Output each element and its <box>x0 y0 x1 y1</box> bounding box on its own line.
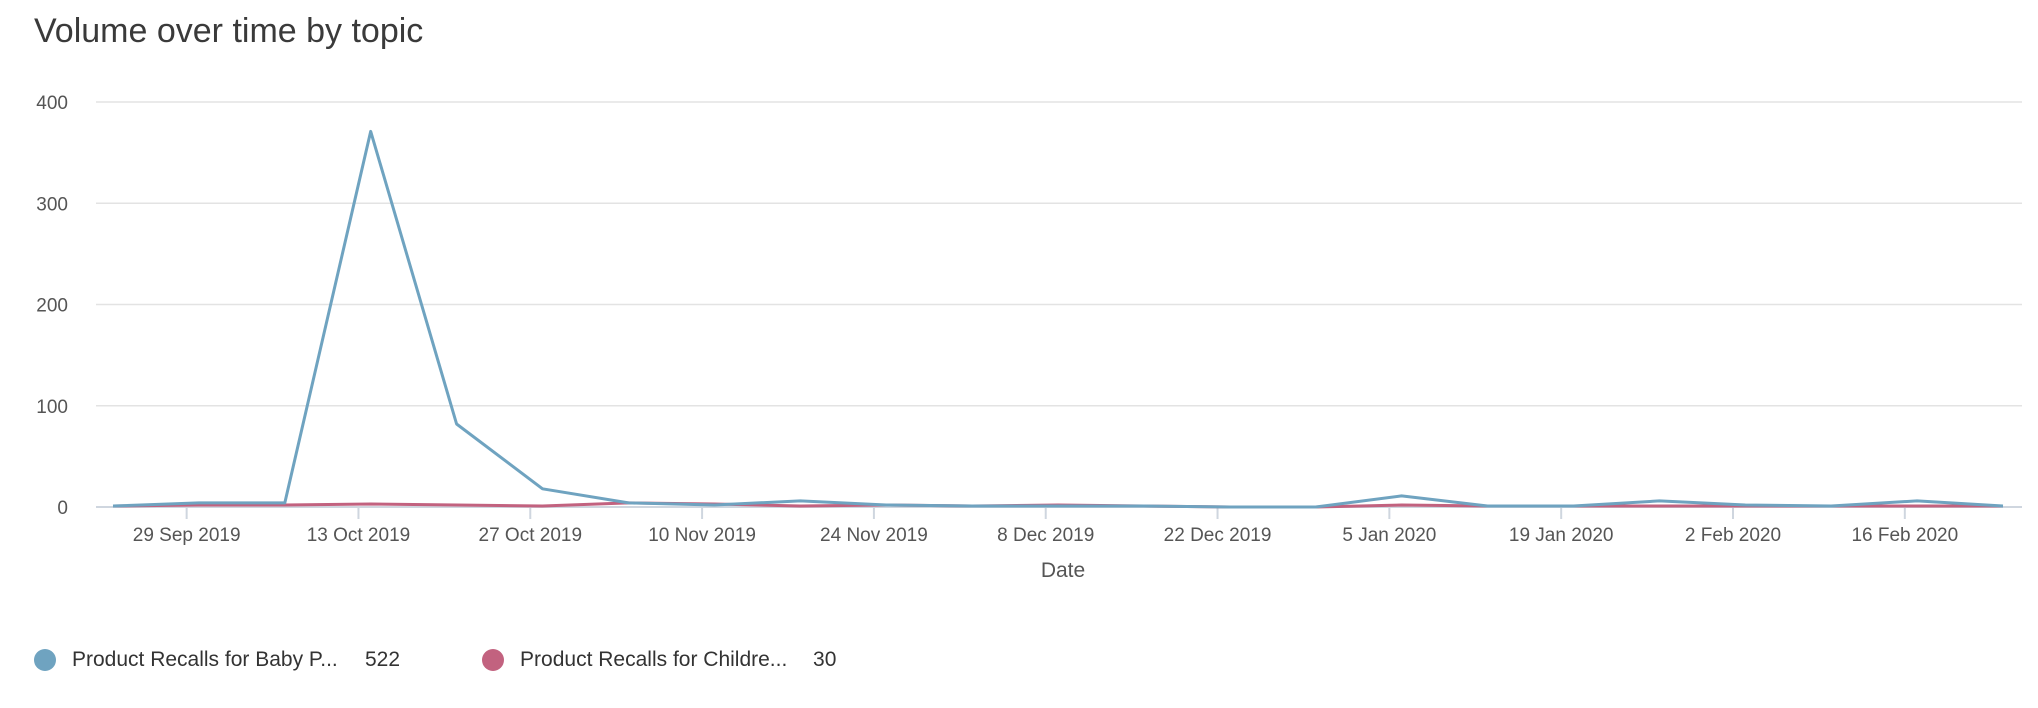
x-tick-label: 13 Oct 2019 <box>307 525 411 546</box>
x-tick-label: 29 Sep 2019 <box>133 525 241 546</box>
chart-title: Volume over time by topic <box>34 12 424 50</box>
legend-label: Product Recalls for Childre... <box>520 648 788 671</box>
y-tick-label: 0 <box>57 498 68 519</box>
series-lines <box>112 129 2004 509</box>
legend-swatch-children <box>482 649 505 671</box>
x-tick-label: 19 Jan 2020 <box>1509 525 1614 546</box>
x-tick-label: 5 Jan 2020 <box>1342 525 1436 546</box>
legend-swatch-baby-products <box>34 649 56 671</box>
x-tick-label: 22 Dec 2019 <box>1164 525 1272 546</box>
legend-label: Product Recalls for Baby P... <box>72 648 338 671</box>
legend-item-baby-products[interactable]: Product Recalls for Baby P... 522 <box>34 648 400 672</box>
y-tick-label: 400 <box>36 93 68 114</box>
x-tick-label: 8 Dec 2019 <box>997 525 1094 546</box>
x-tick-label: 24 Nov 2019 <box>820 525 928 546</box>
legend-count: 30 <box>813 648 837 671</box>
legend: Product Recalls for Baby P... 522 Produc… <box>34 648 918 672</box>
x-tick-label: 16 Feb 2020 <box>1851 525 1958 546</box>
y-axis-ticks: 0 100 200 300 400 <box>36 93 68 519</box>
legend-count: 522 <box>365 648 401 671</box>
line-chart: 0 100 200 300 400 29 Sep 2019 13 Oct 2019 27 O… <box>36 93 2022 582</box>
y-tick-label: 200 <box>36 296 68 317</box>
gridlines <box>96 101 2022 508</box>
series-line-0[interactable] <box>112 129 2004 509</box>
x-axis-label: Date <box>1041 559 1085 582</box>
x-tick-label: 27 Oct 2019 <box>479 525 583 546</box>
legend-item-children[interactable]: Product Recalls for Childre... 30 <box>482 648 836 672</box>
y-tick-label: 300 <box>36 194 68 215</box>
x-axis: 29 Sep 2019 13 Oct 2019 27 Oct 2019 10 Nov … <box>96 506 2022 546</box>
x-tick-label: 2 Feb 2020 <box>1685 525 1781 546</box>
y-tick-label: 100 <box>36 397 68 418</box>
x-tick-label: 10 Nov 2019 <box>648 525 756 546</box>
